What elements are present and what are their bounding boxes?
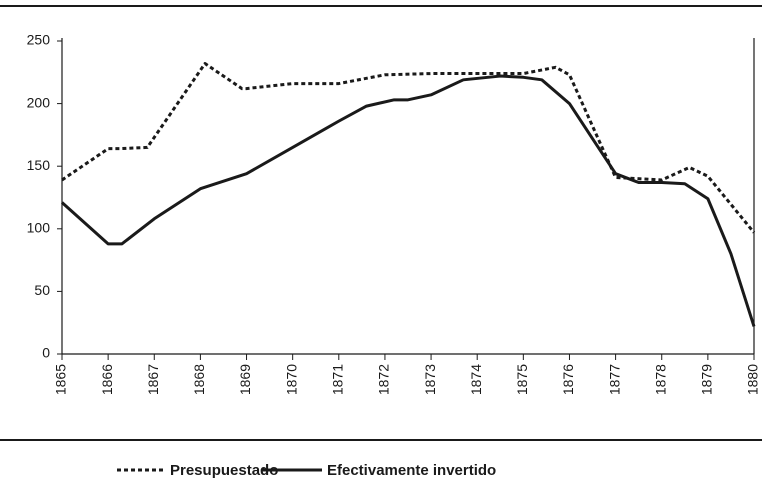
x-tick-label: 1877 [606,364,622,395]
x-tick-label: 1869 [237,364,253,395]
x-tick-label: 1867 [145,364,161,395]
y-tick-label: 150 [27,157,51,173]
x-tick-label: 1868 [191,364,207,395]
series-line [61,62,756,234]
x-tick-label: 1874 [468,364,484,395]
x-tick-label: 1878 [652,364,668,395]
x-tick-label: 1871 [330,364,346,395]
y-tick-label: 200 [27,94,51,110]
x-tick-label: 1880 [745,364,761,395]
legend-text: Presupuestado [170,462,278,479]
x-tick-label: 1872 [376,364,392,395]
y-tick-label: 50 [34,282,50,298]
series-line [60,74,756,327]
legend-text: Efectivamente invertido [327,462,496,479]
x-tick-label: 1873 [422,364,438,395]
x-tick-label: 1865 [53,364,69,395]
x-tick-label: 1866 [99,364,115,395]
x-tick-label: 1876 [560,364,576,395]
y-tick-label: 250 [27,32,51,48]
y-tick-label: 100 [27,220,51,236]
x-tick-label: 1875 [514,364,530,395]
y-tick-label: 0 [42,345,50,361]
x-tick-label: 1870 [283,364,299,395]
x-tick-label: 1879 [699,364,715,395]
